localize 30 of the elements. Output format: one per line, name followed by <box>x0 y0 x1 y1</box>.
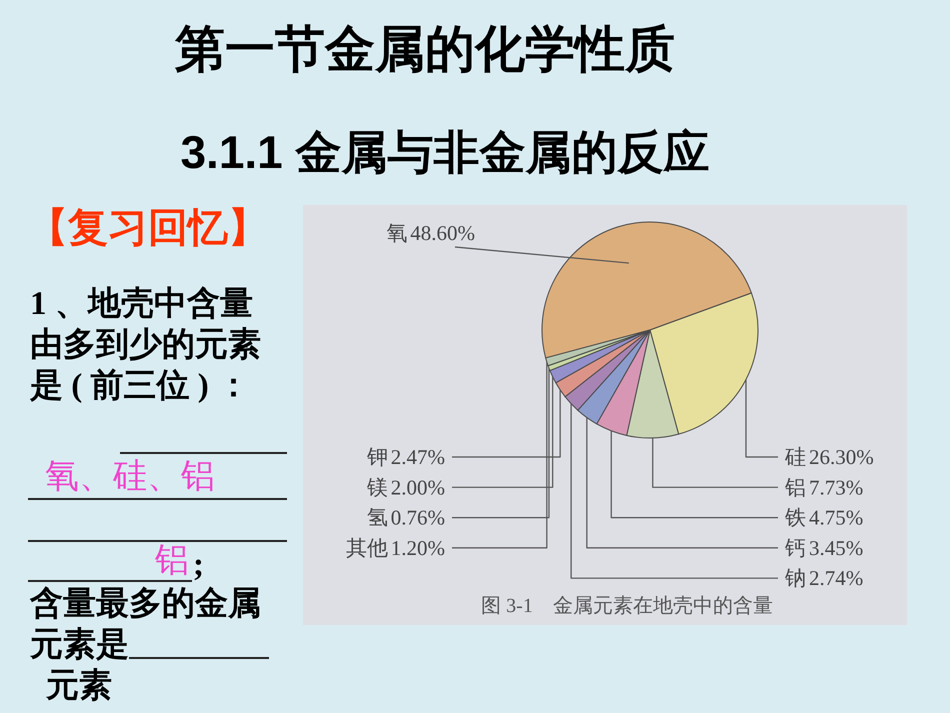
text: 铝 <box>155 541 189 579</box>
data-label: 7.73% <box>809 475 864 500</box>
slice-label: 硅 <box>784 445 806 469</box>
data-label: 3.45% <box>809 536 864 560</box>
text: 1 、地壳中含量由多到少的元素是 ( 前三位 ) ： <box>30 286 261 404</box>
slice-label: 氢 <box>366 506 388 530</box>
caption: 图 3-1 金属元素在地壳中的含量 <box>481 595 773 617</box>
chart-subtitle: 3.1.1 金属与非金属的反应 <box>180 126 710 178</box>
slice-label: 镁 <box>366 475 388 500</box>
slice-label: 钙 <box>784 536 806 560</box>
text: ; <box>193 547 204 583</box>
slice-label: 铝 <box>784 475 806 500</box>
text: 氧、硅、铝 <box>45 457 215 495</box>
data-label: 2.74% <box>809 566 864 590</box>
slice-label: 钾 <box>366 445 388 469</box>
text: 元素 <box>46 668 112 704</box>
slice-label: 铁 <box>784 506 806 530</box>
data-label: 2.00% <box>390 475 445 500</box>
data-label: 1.20% <box>390 536 445 560</box>
data-label: 26.30% <box>809 445 874 469</box>
text: 【复习回忆】 <box>28 205 268 250</box>
slice-label: 其他 <box>346 536 388 560</box>
slice-label: 钠 <box>784 566 806 590</box>
chart-title: 第一节金属的化学性质 <box>174 21 675 77</box>
slice-label: 氧 <box>386 221 408 245</box>
data-label: 0.76% <box>390 506 445 530</box>
text: 含量最多的金属元素是 <box>30 586 261 663</box>
data-label: 48.60% <box>410 221 475 245</box>
data-label: 4.75% <box>809 506 864 530</box>
data-label: 2.47% <box>390 445 445 469</box>
